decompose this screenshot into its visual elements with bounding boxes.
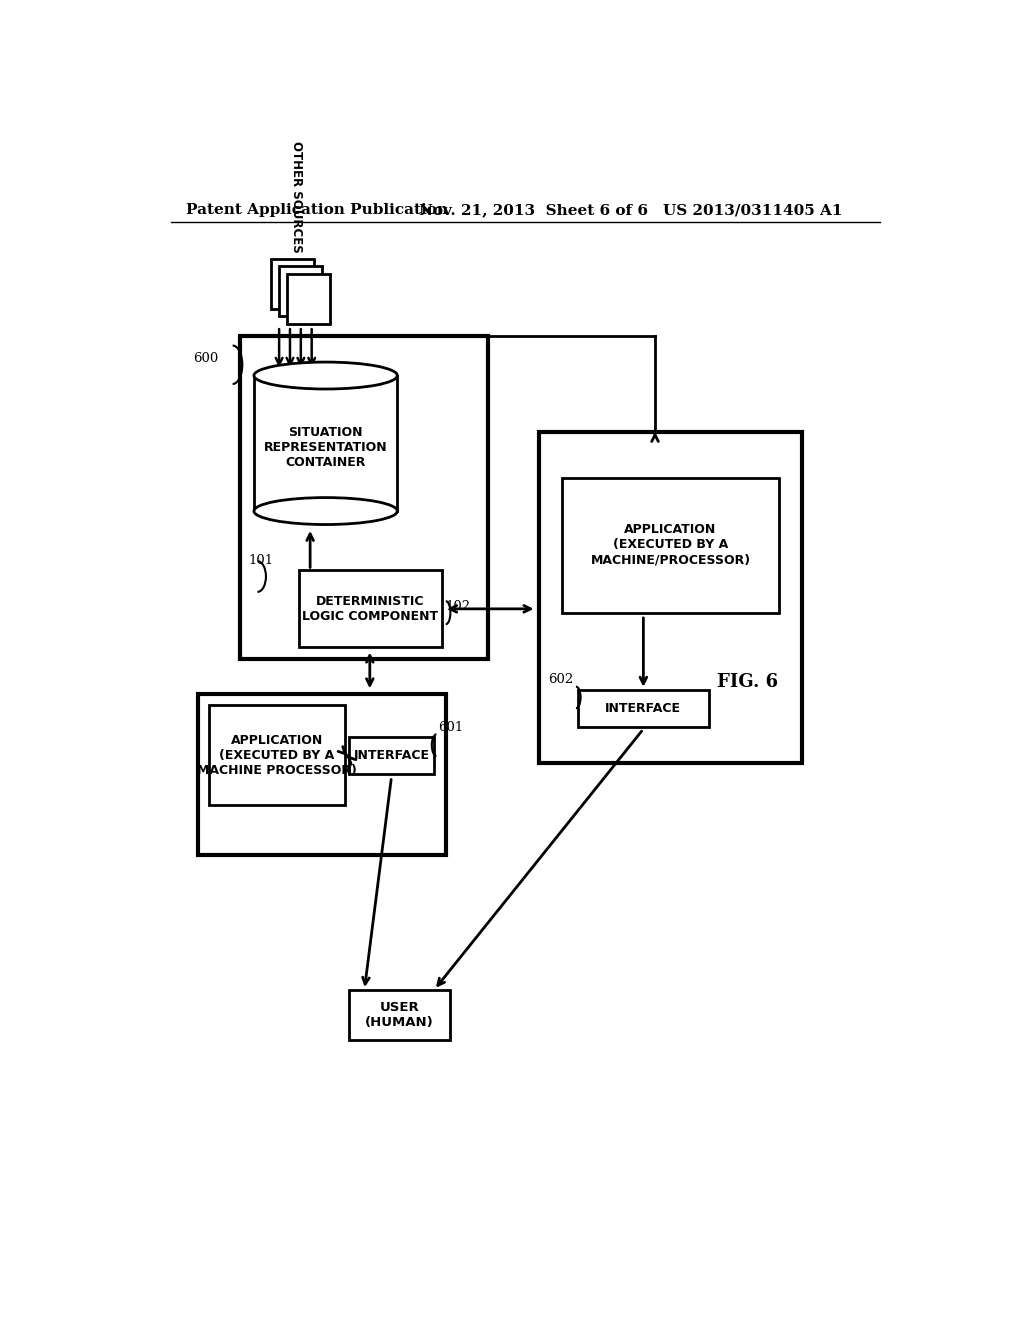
- Text: 600: 600: [194, 352, 219, 366]
- Text: SITUATION
REPRESENTATION
CONTAINER: SITUATION REPRESENTATION CONTAINER: [264, 425, 387, 469]
- Text: 601: 601: [438, 721, 463, 734]
- Ellipse shape: [254, 498, 397, 524]
- Text: Nov. 21, 2013  Sheet 6 of 6: Nov. 21, 2013 Sheet 6 of 6: [419, 203, 647, 216]
- Text: INTERFACE: INTERFACE: [353, 750, 429, 763]
- Text: INTERFACE: INTERFACE: [605, 702, 681, 714]
- Bar: [578, 689, 710, 726]
- Bar: [255, 376, 397, 511]
- Bar: [539, 432, 802, 763]
- Text: APPLICATION
(EXECUTED BY A
MACHINE PROCESSOR): APPLICATION (EXECUTED BY A MACHINE PROCE…: [197, 734, 356, 776]
- Bar: [299, 570, 442, 647]
- Bar: [349, 990, 450, 1040]
- Text: US 2013/0311405 A1: US 2013/0311405 A1: [663, 203, 843, 216]
- Text: USER
(HUMAN): USER (HUMAN): [365, 1001, 433, 1028]
- Bar: [562, 478, 779, 612]
- Text: FIG. 6: FIG. 6: [718, 673, 778, 690]
- Text: APPLICATION
(EXECUTED BY A
MACHINE/PROCESSOR): APPLICATION (EXECUTED BY A MACHINE/PROCE…: [591, 524, 751, 566]
- Text: 602: 602: [549, 673, 573, 686]
- Text: 102: 102: [445, 599, 471, 612]
- Bar: [241, 335, 488, 659]
- Text: Patent Application Publication: Patent Application Publication: [186, 203, 449, 216]
- Text: DETERMINISTIC
LOGIC COMPONENT: DETERMINISTIC LOGIC COMPONENT: [302, 595, 438, 623]
- Bar: [287, 275, 330, 323]
- Ellipse shape: [254, 362, 397, 389]
- Text: 101: 101: [248, 553, 273, 566]
- Bar: [349, 738, 434, 775]
- Text: OTHER SOURCES: OTHER SOURCES: [290, 141, 303, 252]
- Bar: [209, 705, 345, 805]
- Bar: [271, 259, 314, 309]
- Bar: [280, 267, 322, 317]
- Bar: [198, 693, 445, 855]
